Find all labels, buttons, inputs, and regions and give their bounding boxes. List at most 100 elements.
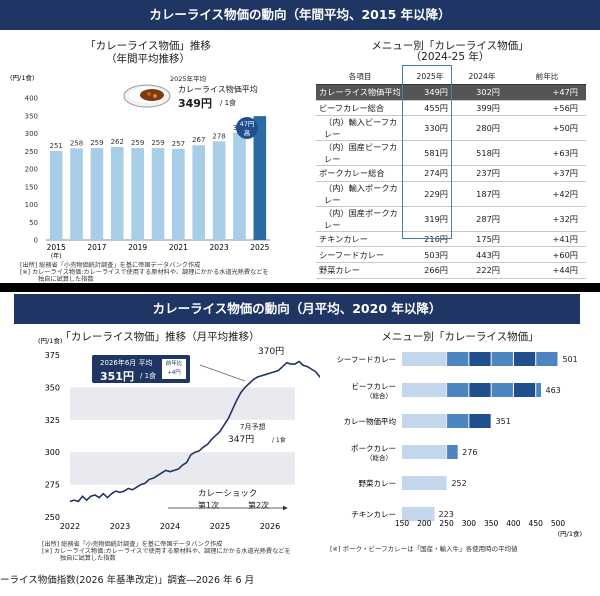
table-cell-diff: +56円 [508, 100, 586, 117]
menu-price-table: 各項目 2025年 2024年 前年比 カレーライス物価平均 349円 302円 +4… [316, 68, 586, 279]
x-tick-label: 400 [506, 519, 521, 528]
menu-bar-label: シーフードカレー [336, 355, 396, 364]
menu-x-unit: (円/1食) [558, 529, 582, 538]
bar-value-label: 257 [172, 140, 185, 148]
menu-bar-segment [469, 352, 491, 366]
callout-unit: / 1食 [220, 99, 237, 107]
x-tick-label: 2026 [260, 522, 280, 531]
x-tick-label: 250 [439, 519, 454, 528]
menu-bar-segment [402, 352, 447, 366]
menu-bar-segment [513, 352, 536, 366]
table-cell-diff: +44円 [508, 262, 586, 279]
badge-diff: +4円 [167, 370, 181, 376]
table-cell-diff: +42円 [508, 181, 586, 207]
y-tick-label: 400 [25, 95, 38, 103]
menu-bar-segment [491, 383, 513, 397]
x-tick-label: 200 [417, 519, 432, 528]
monthly-callout-unit: / 1食 [140, 372, 157, 380]
table-cell-2024: 287円 [456, 206, 508, 232]
table-cell-item: 野菜カレー [316, 262, 404, 279]
table-cell-item: （内）輸入ビーフカレー [316, 115, 404, 142]
menu-bar-label: ポークカレー [351, 444, 396, 453]
x-tick-label: 2025 [210, 522, 230, 531]
annual-bar [192, 145, 206, 240]
table-row: カレーライス物価平均 349円 302円 +47円 [316, 84, 586, 101]
y-tick-label: 350 [25, 112, 38, 120]
y-tick-label: 0 [34, 237, 38, 245]
callout-value: 349円 [178, 97, 212, 110]
y-tick-label: 250 [25, 148, 38, 156]
bottom-header: カレーライス物価の動向（月平均、2020 年以降） [14, 294, 580, 324]
annual-bar [151, 148, 165, 240]
monthly-definition-note-2: 独自に試算した指数 [60, 555, 116, 562]
year-axis-suffix: (年) [51, 252, 62, 260]
bar-value-label: 278 [212, 132, 225, 140]
annual-source-note: [出所] 総務省「小売物価統計調査」を基に帝国データバンク作成 [20, 262, 201, 269]
bar-value-label: 267 [192, 136, 205, 144]
monthly-source-note: [出所] 総務省「小売物価統計調査」を基に帝国データバンク作成 [42, 541, 223, 548]
y-tick-label: 150 [25, 183, 38, 191]
table-row: ポークカレー総合 274円 237円 +37円 [316, 165, 586, 182]
table-cell-2024: 399円 [456, 100, 508, 117]
bar-value-label: 259 [131, 139, 144, 147]
header-item: 各項目 [316, 68, 404, 85]
menu-bar-segment [402, 383, 447, 397]
menu-bar-value: 501 [562, 355, 577, 364]
table-row: 野菜カレー 266円 222円 +44円 [316, 262, 586, 279]
table-cell-2025: 455円 [404, 100, 456, 117]
menu-bar-segment [402, 476, 447, 490]
menu-bar-segment [447, 445, 458, 459]
menu-table-subtitle: （2024-25 年） [410, 51, 490, 63]
table-cell-2025: 330円 [404, 115, 456, 142]
table-cell-item: （内）国産ビーフカレー [316, 140, 404, 167]
table-cell-diff: +37円 [508, 165, 586, 182]
menu-bar-segment [402, 414, 447, 428]
badge-label: 高 [243, 129, 251, 137]
menu-bar-label: カレー物価平均 [344, 416, 397, 426]
monthly-series-line [69, 360, 320, 503]
y-tick-label: 250 [45, 513, 60, 522]
table-row: シーフードカレー 503円 443円 +60円 [316, 246, 586, 263]
x-tick-label: 2023 [110, 522, 130, 531]
shock-first: 第1次 [198, 501, 220, 510]
x-tick-label: 450 [529, 519, 544, 528]
bar-value-label: 259 [151, 139, 164, 147]
menu-bar-value: 276 [462, 448, 477, 457]
header-2025: 2025年 [404, 68, 456, 85]
menu-bar-value: 223 [439, 510, 454, 519]
menu-bar-value: 463 [546, 386, 561, 395]
table-cell-item: （内）国産ポークカレー [316, 206, 404, 232]
x-tick-label: 300 [462, 519, 477, 528]
separator-band [0, 283, 600, 292]
table-cell-2025: 216円 [404, 231, 456, 248]
report-footer: ーライス物価指数(2026 年基準改定)」調査―2026 年 6 月 [0, 575, 255, 586]
x-tick-label: 2023 [210, 243, 229, 252]
annual-bar [90, 148, 104, 240]
x-tick-label: 350 [484, 519, 499, 528]
monthly-callout-value: 351円 [100, 370, 134, 383]
menu-bar-label: チキンカレー [351, 510, 396, 519]
table-cell-diff: +50円 [508, 115, 586, 142]
peak-label: 370円 [258, 347, 285, 357]
table-cell-2024: 518円 [456, 140, 508, 167]
forecast-value: 347円 [228, 435, 255, 445]
annual-bar [110, 146, 124, 240]
annual-chart-title: 「カレーライス物価」推移 [85, 40, 211, 52]
menu-bar-sublabel: （総合） [366, 453, 392, 462]
menu-bar-segment [402, 445, 447, 459]
annual-definition-note-2: 独自に試算した指数 [38, 276, 94, 283]
x-tick-label: 2024 [160, 522, 180, 531]
y-tick-label: 300 [45, 448, 60, 457]
gridband [70, 452, 295, 485]
x-tick-label: 2022 [60, 522, 80, 531]
annual-bar [131, 148, 144, 240]
menu-bar-segment [447, 383, 469, 397]
badge-caption: 前年比 [165, 361, 183, 367]
menu-table-title: メニュー別「カレーライス物価」 [371, 40, 529, 52]
monthly-line-chart: (円/1食) 250 275 300 325 350 375 2022 2023 2024 2025… [38, 336, 320, 531]
menu-bar-label: 野菜カレー [359, 478, 397, 488]
table-cell-2024: 175円 [456, 231, 508, 248]
table-cell-diff: +32円 [508, 206, 586, 232]
top-header: カレーライス物価の動向（年間平均、2015 年以降） [0, 0, 600, 30]
